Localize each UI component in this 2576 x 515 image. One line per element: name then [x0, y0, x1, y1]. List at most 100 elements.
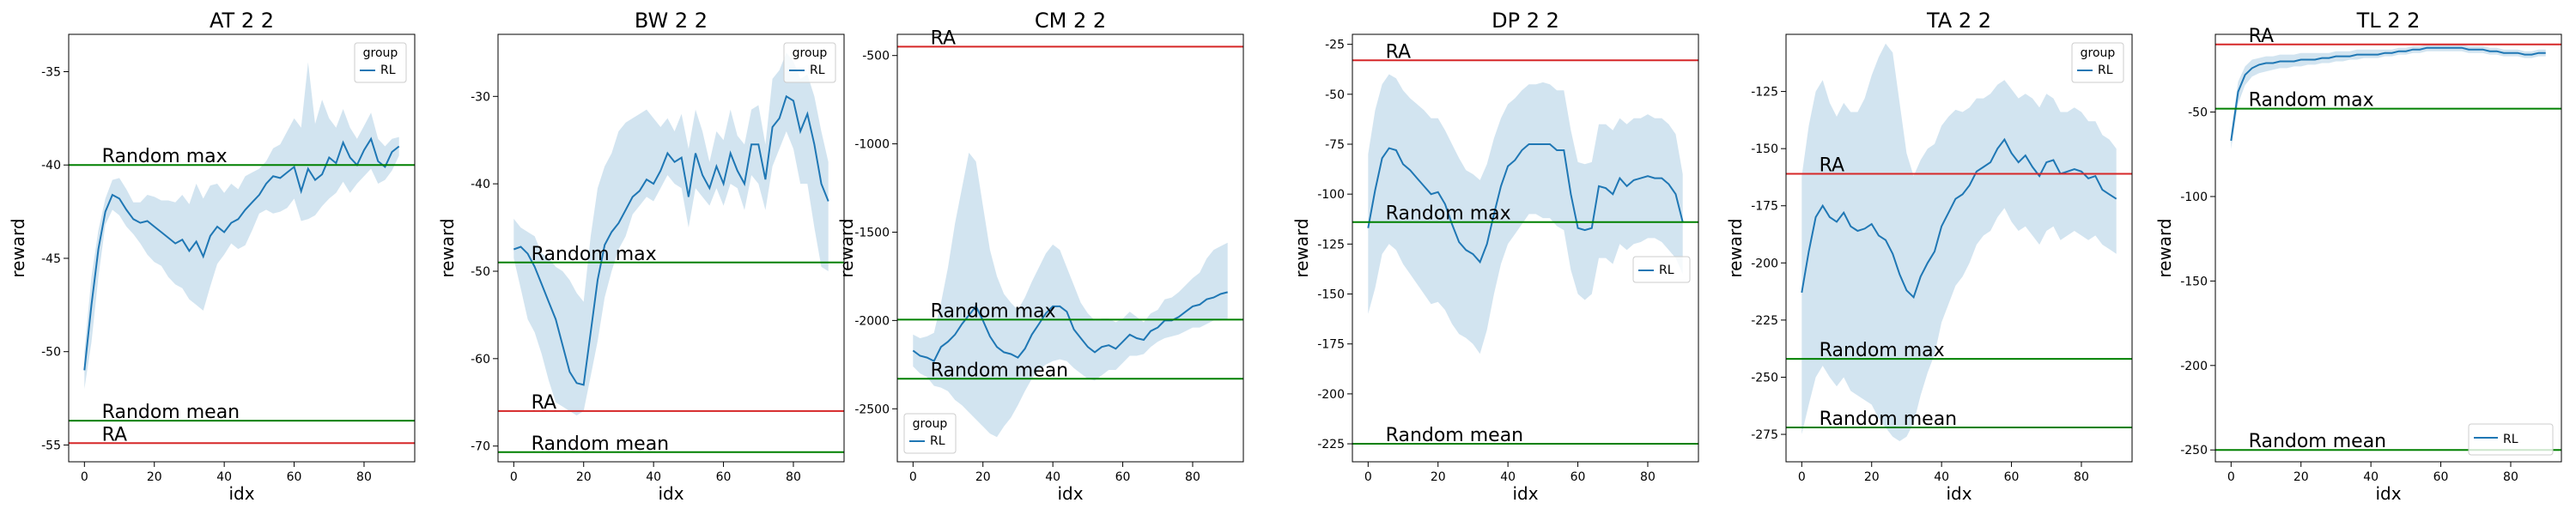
y-tick-label: -125: [1751, 86, 1778, 100]
y-tick-label: -150: [1317, 288, 1345, 302]
series-line-rl: [1367, 143, 1684, 264]
ra-label: RA: [1386, 41, 1411, 63]
confidence-band: [1368, 74, 1683, 354]
x-tick-label: 80: [1185, 470, 1200, 484]
x-tick-label: 0: [1364, 470, 1372, 484]
y-tick-label: -1500: [854, 226, 890, 239]
plot-area: [2215, 33, 2562, 463]
series-line-rl: [83, 136, 400, 371]
random-max-label: Random max: [1820, 340, 1945, 361]
y-axis-label: reward: [1291, 218, 1312, 277]
random-max-label: Random max: [2249, 90, 2374, 112]
x-tick-label: 0: [510, 470, 518, 484]
legend: group RL: [354, 42, 407, 83]
legend-entry-label: RL: [810, 64, 825, 77]
y-tick-label: -1000: [854, 138, 890, 152]
x-tick-label: 80: [356, 470, 372, 484]
plot-area: [497, 33, 845, 463]
x-tick-label: 60: [287, 470, 302, 484]
series-line-rl: [2230, 46, 2546, 142]
x-tick-label: 40: [2363, 470, 2379, 484]
x-tick-label: 40: [1045, 470, 1060, 484]
random-max-label: Random max: [532, 244, 657, 265]
legend-entry-label: RL: [2503, 433, 2518, 446]
panel-title: TA 2 2: [1926, 9, 1991, 33]
x-tick-label: 0: [81, 470, 88, 484]
random-max-label: Random max: [102, 146, 228, 167]
x-tick-label: 60: [2004, 470, 2020, 484]
random-mean-label: Random mean: [931, 360, 1068, 381]
y-tick-label: -40: [471, 178, 490, 191]
legend-frame: [903, 413, 957, 454]
y-tick-label: -225: [1751, 314, 1778, 328]
x-tick-label: 40: [216, 470, 232, 484]
x-axis-label: idx: [2375, 483, 2401, 504]
chart-panel-6: RA Random max Random mean 0 20 40 60 80 -250 -200…: [2154, 9, 2562, 504]
x-axis-label: idx: [228, 483, 254, 504]
y-axis-label: reward: [1725, 218, 1746, 277]
legend-frame: [783, 42, 836, 83]
x-tick-label: 80: [2074, 470, 2089, 484]
y-tick-label: -275: [1751, 428, 1778, 442]
panel-title: DP 2 2: [1492, 9, 1559, 33]
y-tick-label: -60: [471, 353, 490, 367]
series-line-rl: [513, 94, 829, 386]
y-tick-label: -55: [41, 439, 61, 452]
y-tick-label: -200: [1751, 257, 1778, 270]
y-tick-label: -45: [41, 252, 61, 266]
legend-title: group: [793, 46, 828, 60]
legend: group RL: [903, 413, 957, 454]
x-axis-label: idx: [1057, 483, 1083, 504]
plot-area: [1785, 33, 2133, 463]
x-tick-label: 60: [2433, 470, 2449, 484]
ra-label: RA: [532, 392, 556, 414]
y-tick-label: -50: [471, 265, 490, 279]
legend-frame: [2468, 423, 2554, 456]
y-tick-label: -200: [2180, 360, 2208, 373]
random-max-label: Random max: [931, 300, 1056, 322]
panel-title: AT 2 2: [210, 9, 274, 33]
legend-frame: [354, 42, 407, 83]
x-tick-label: 20: [1431, 470, 1446, 484]
x-tick-label: 20: [576, 470, 592, 484]
y-axis-label: reward: [836, 218, 857, 277]
legend-entry-label: RL: [2098, 64, 2113, 77]
legend-frame: [2071, 42, 2124, 83]
x-axis-label: idx: [1946, 483, 1971, 504]
x-tick-label: 80: [2503, 470, 2518, 484]
panel-title: CM 2 2: [1035, 9, 1106, 33]
x-tick-label: 0: [2227, 470, 2235, 484]
ra-label: RA: [2249, 26, 2274, 47]
random-mean-label: Random mean: [1820, 409, 1957, 430]
y-tick-label: -200: [1317, 388, 1345, 402]
y-tick-label: -50: [1325, 88, 1345, 102]
chart-panel-3: RA Random max Random mean 0 20 40 60 80 -2500 -20…: [836, 9, 1244, 504]
y-tick-label: -250: [1751, 371, 1778, 385]
x-tick-label: 40: [1500, 470, 1516, 484]
y-tick-label: -2000: [854, 314, 890, 328]
confidence-band: [2231, 44, 2546, 149]
y-tick-label: -125: [1317, 238, 1345, 251]
x-tick-label: 20: [975, 470, 991, 484]
y-tick-label: -50: [2188, 106, 2208, 120]
legend: group RL: [2071, 42, 2124, 83]
x-tick-label: 40: [646, 470, 661, 484]
y-tick-label: -70: [471, 440, 490, 454]
x-tick-label: 80: [786, 470, 801, 484]
x-tick-label: 80: [1640, 470, 1656, 484]
x-tick-label: 60: [1571, 470, 1586, 484]
x-tick-label: 60: [716, 470, 732, 484]
y-axis-label: reward: [2154, 218, 2175, 277]
plot-area: [1352, 33, 1699, 463]
y-tick-label: -50: [41, 346, 61, 360]
panel-title: TL 2 2: [2356, 9, 2421, 33]
y-tick-label: -100: [2180, 191, 2208, 204]
random-mean-label: Random mean: [1386, 425, 1523, 446]
legend-entry-label: RL: [930, 434, 945, 448]
random-mean-label: Random mean: [2249, 431, 2386, 452]
y-tick-label: -75: [1325, 138, 1345, 152]
y-tick-label: -175: [1317, 338, 1345, 352]
y-tick-label: -175: [1751, 200, 1778, 214]
